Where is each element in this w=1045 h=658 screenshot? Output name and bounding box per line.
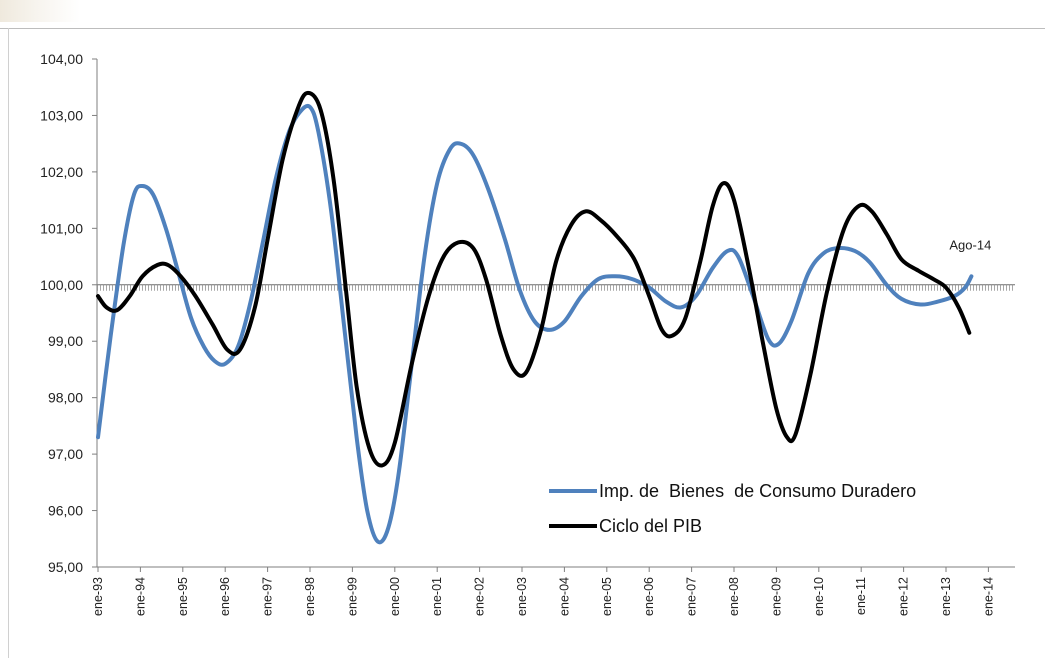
y-tick-label: 96,00 (48, 503, 83, 519)
x-axis: ene-93 ene-94 ene-95 ene-96 ene-97 ene-98 ene-… (91, 566, 1015, 616)
x-tick-label: ene-94 (133, 577, 147, 616)
x-tick-label: ene-02 (473, 577, 487, 616)
x-tick-label: ene-95 (176, 577, 190, 616)
x-tick-label: ene-99 (345, 577, 359, 616)
y-tick-label: 99,00 (48, 333, 83, 349)
legend-label-2: Ciclo del PIB (599, 516, 702, 536)
x-tick-label: ene-93 (91, 577, 105, 616)
y-tick-label: 102,00 (40, 164, 83, 180)
x-tick-label: ene-13 (939, 577, 953, 616)
reference-line-group (97, 284, 1015, 291)
x-tick-label: ene-07 (685, 577, 699, 616)
x-tick-label: ene-04 (557, 577, 571, 616)
x-tick-label: ene-01 (430, 577, 444, 616)
annotation-label: Ago-14 (949, 237, 991, 252)
y-tick-label: 95,00 (48, 559, 83, 575)
x-tick-label: ene-10 (812, 577, 826, 616)
corner-fade (0, 0, 80, 22)
legend: Imp. de Bienes de Consumo Duradero Ciclo … (549, 481, 916, 536)
y-tick-label: 100,00 (40, 277, 83, 293)
series-line-2 (96, 90, 972, 468)
y-tick-label: 97,00 (48, 446, 83, 462)
x-tick-label: ene-98 (303, 577, 317, 616)
y-tick-label: 101,00 (40, 220, 83, 236)
y-tick-label: 104,00 (40, 51, 83, 67)
y-axis: 104,00 103,00 102,00 101,00 100,00 99,00 98,00… (40, 51, 98, 575)
x-tick-label: ene-08 (727, 577, 741, 616)
y-tick-label: 103,00 (40, 107, 83, 123)
y-tick-label: 98,00 (48, 390, 83, 406)
x-tick-label: ene-96 (218, 577, 232, 616)
legend-label-1: Imp. de Bienes de Consumo Duradero (599, 481, 916, 501)
x-tick-label: ene-03 (515, 577, 529, 616)
x-tick-label: ene-97 (261, 577, 275, 616)
frame-left-border (8, 28, 9, 658)
frame-top-border (0, 28, 1045, 29)
x-tick-label: ene-00 (388, 577, 402, 616)
series-line-1 (96, 103, 974, 545)
x-tick-label: ene-05 (600, 577, 614, 616)
x-tick-label: ene-14 (981, 577, 995, 616)
x-tick-label: ene-09 (769, 577, 783, 616)
x-tick-label: ene-06 (642, 577, 656, 616)
x-tick-label: ene-11 (854, 577, 868, 615)
x-tick-label: ene-12 (897, 577, 911, 616)
series-group (96, 90, 974, 545)
